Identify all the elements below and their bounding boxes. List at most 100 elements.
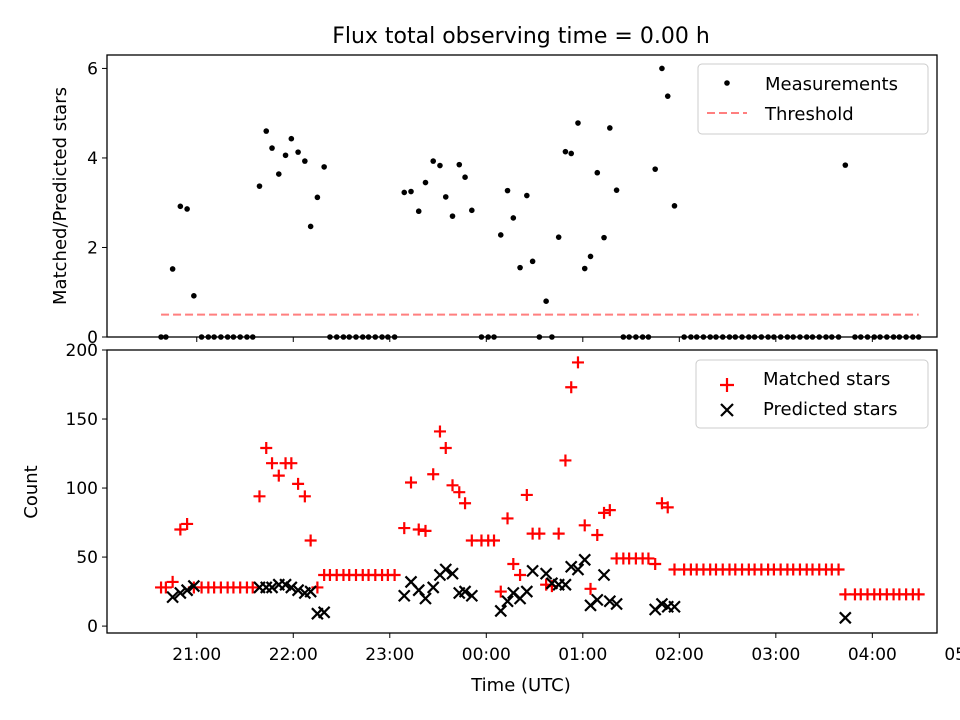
matched-star-point xyxy=(912,588,925,601)
predicted-star-point xyxy=(539,567,553,580)
top-legend-box xyxy=(697,63,929,135)
measurement-point xyxy=(430,158,437,164)
matched-star-point xyxy=(412,523,425,536)
bottom-y-tick-label: 100 xyxy=(66,479,98,499)
x-tick-label: 00:00 xyxy=(462,645,511,665)
top-plot-area xyxy=(158,65,922,340)
measurement-point xyxy=(295,149,301,155)
measurement-point xyxy=(555,234,562,240)
measurement-point xyxy=(275,171,282,177)
measurement-point xyxy=(594,169,601,176)
predicted-star-point xyxy=(458,585,472,598)
predicted-star-point xyxy=(291,583,305,597)
measurement-point xyxy=(321,164,327,170)
predicted-star-point xyxy=(174,586,187,600)
matched-star-point xyxy=(552,527,565,540)
top-y-tick-label: 2 xyxy=(87,238,98,258)
predicted-star-point xyxy=(180,583,194,597)
predicted-star-point xyxy=(397,589,411,603)
legend-predicted-marker xyxy=(720,403,734,417)
measurement-point xyxy=(442,194,449,200)
matched-star-point xyxy=(832,563,845,576)
measurement-point xyxy=(664,93,671,99)
measurement-point xyxy=(256,183,263,189)
measurement-point xyxy=(587,253,594,260)
predicted-star-point xyxy=(501,594,514,608)
matched-star-point xyxy=(439,442,452,455)
predicted-star-point xyxy=(439,563,453,576)
predicted-star-point xyxy=(317,606,331,619)
matched-star-point xyxy=(398,522,411,535)
predicted-star-point xyxy=(597,568,611,582)
measurement-point xyxy=(613,187,620,193)
predicted-star-point xyxy=(520,585,534,598)
measurement-point xyxy=(177,203,184,210)
measurement-point xyxy=(575,120,581,126)
measurement-point xyxy=(456,161,463,168)
matched-star-point xyxy=(649,557,662,570)
x-tick-label: 21:00 xyxy=(172,645,221,665)
matched-star-point xyxy=(571,356,584,369)
top-y-tick-label: 0 xyxy=(87,328,98,348)
bottom-y-axis-label: Count xyxy=(21,465,42,518)
matched-star-point xyxy=(642,552,655,565)
predicted-star-point xyxy=(265,581,279,594)
predicted-star-point xyxy=(668,600,681,614)
x-tick-label: 04:00 xyxy=(848,645,897,665)
measurement-point xyxy=(437,162,443,169)
bottom-y-tick-label: 50 xyxy=(76,548,98,568)
measurement-point xyxy=(449,213,456,219)
matched-star-point xyxy=(501,512,514,525)
matched-star-point xyxy=(533,527,546,540)
matched-star-point xyxy=(253,490,266,503)
matched-star-point xyxy=(159,581,172,594)
matched-star-point xyxy=(661,501,674,514)
matched-star-point xyxy=(298,490,311,503)
matched-star-point xyxy=(494,585,507,598)
matched-star-point xyxy=(405,476,418,489)
matched-star-point xyxy=(453,486,466,499)
measurement-point xyxy=(659,65,665,72)
matched-star-point xyxy=(584,582,597,595)
x-tick-label: 22:00 xyxy=(269,645,318,665)
measurement-point xyxy=(191,293,197,299)
top-y-tick-label: 6 xyxy=(87,59,98,79)
measurement-point xyxy=(652,166,658,172)
predicted-star-point xyxy=(304,585,317,598)
top-y-axis-label: Matched/Predicted stars xyxy=(50,87,71,305)
measurement-point xyxy=(302,158,308,164)
measurement-point xyxy=(408,188,414,195)
matched-star-point xyxy=(181,517,194,530)
x-axis-label: Time (UTC) xyxy=(470,675,571,696)
measurement-point xyxy=(415,208,422,215)
measurement-point xyxy=(543,298,549,304)
predicted-star-point xyxy=(285,581,298,594)
measurement-point xyxy=(169,266,176,272)
measurement-point xyxy=(524,192,530,199)
measurement-point xyxy=(671,203,678,209)
predicted-star-point xyxy=(187,579,201,593)
measurement-point xyxy=(401,189,408,196)
x-tick-label: 05:00 xyxy=(944,645,960,665)
measurement-point xyxy=(568,150,575,157)
legend-matched-marker xyxy=(720,378,734,392)
measurement-point xyxy=(462,174,468,180)
top-chart-title: Flux total observing time = 0.00 h xyxy=(332,24,710,49)
x-tick-label: 01:00 xyxy=(558,645,607,665)
matched-star-point xyxy=(578,519,591,532)
predicted-star-point xyxy=(578,553,592,567)
measurement-point xyxy=(422,179,429,186)
bottom-legend: Matched stars Predicted stars xyxy=(695,359,929,429)
matched-star-point xyxy=(304,534,317,547)
predicted-star-point xyxy=(465,589,479,603)
measurement-point xyxy=(469,207,475,214)
predicted-star-point xyxy=(571,563,585,576)
measurement-point xyxy=(282,152,289,159)
bottom-plot-frame xyxy=(106,349,938,634)
predicted-star-point xyxy=(603,594,617,608)
matched-star-point xyxy=(591,528,604,541)
matched-star-point xyxy=(272,469,285,482)
matched-star-point xyxy=(559,454,572,467)
top-legend: Measurements Threshold xyxy=(697,63,929,135)
